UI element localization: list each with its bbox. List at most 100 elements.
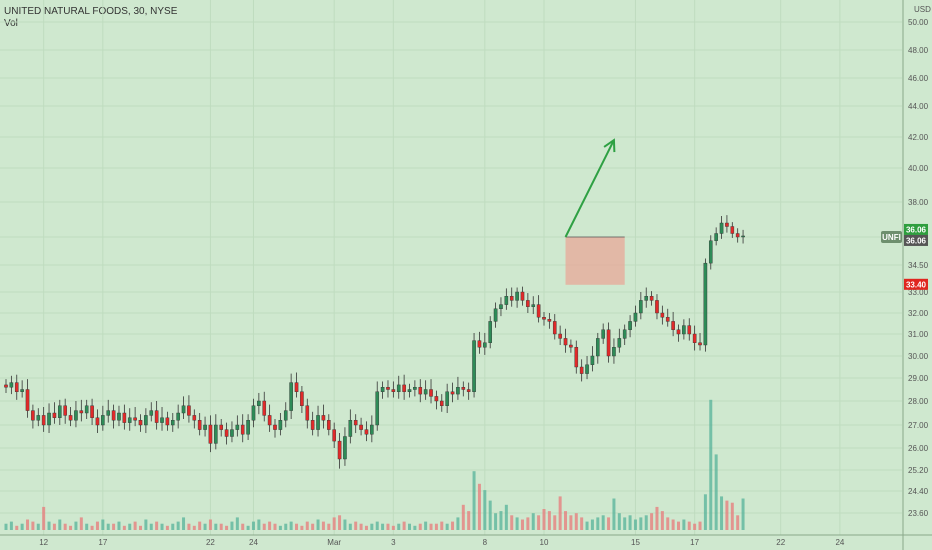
volume-bar	[467, 511, 471, 530]
volume-bar	[547, 511, 551, 530]
candle-body	[294, 382, 299, 393]
candle-body	[4, 384, 8, 388]
volume-bar	[246, 525, 250, 530]
candle-body	[111, 410, 116, 421]
volume-bar	[241, 523, 245, 530]
candle-body	[665, 317, 670, 322]
volume-bar	[741, 498, 745, 530]
candle-body	[628, 321, 632, 330]
candle-body	[456, 387, 460, 395]
volume-bar	[128, 523, 132, 530]
candle-body	[450, 391, 455, 395]
volume-bar	[262, 523, 266, 530]
x-tick-label: 15	[631, 538, 640, 547]
volume-bar	[434, 523, 438, 530]
volume-bar	[381, 523, 385, 530]
volume-indicator-label[interactable]: Vol	[4, 18, 18, 29]
y-tick-label: 26.00	[908, 444, 929, 453]
volume-bar	[580, 517, 584, 530]
volume-bar	[122, 525, 126, 530]
candle-body	[660, 312, 665, 318]
volume-bar	[730, 502, 734, 530]
volume-bar	[311, 523, 315, 530]
price-tag: 36.06	[904, 223, 928, 235]
candle-body	[58, 405, 62, 418]
volume-bar	[397, 523, 401, 530]
y-tick-label: 28.00	[908, 397, 929, 406]
volume-bar	[187, 523, 191, 530]
candle-body	[208, 424, 213, 444]
volume-bar	[510, 515, 514, 530]
candle-body	[197, 420, 202, 430]
candle-body	[429, 389, 433, 397]
volume-bar	[655, 506, 659, 530]
volume-bar	[682, 519, 686, 530]
candle-body	[601, 329, 605, 339]
candle-body	[579, 366, 584, 374]
y-tick-label: 30.00	[908, 352, 929, 361]
volume-bar	[327, 523, 331, 530]
volume-bar	[504, 504, 508, 530]
price-tag-label: 36.06	[906, 236, 927, 245]
y-tick-label: 46.00	[908, 74, 929, 83]
y-tick-label: 29.00	[908, 374, 929, 383]
volume-bar	[445, 523, 449, 530]
volume-bar	[671, 519, 675, 530]
candle-body	[246, 420, 250, 435]
candle-body	[305, 405, 310, 421]
candle-body	[655, 300, 659, 314]
volume-bar	[15, 525, 19, 530]
candle-body	[117, 412, 121, 421]
y-tick-label: 42.00	[908, 133, 929, 142]
candle-body	[149, 410, 154, 416]
candle-body	[68, 415, 73, 421]
candle-body	[461, 387, 466, 390]
candle-body	[84, 405, 89, 414]
candle-body	[617, 338, 622, 348]
volume-bar	[4, 523, 8, 530]
candle-body	[52, 412, 57, 418]
volume-bar	[316, 519, 320, 530]
volume-bar	[117, 521, 121, 530]
candle-body	[466, 389, 471, 392]
volume-bar	[526, 517, 530, 530]
candle-body	[542, 317, 546, 320]
volume-bar	[391, 525, 395, 530]
volume-bar	[203, 523, 207, 530]
volume-bar	[133, 521, 137, 530]
x-tick-label: 24	[835, 538, 844, 547]
candle-body	[380, 387, 385, 393]
candle-body	[574, 347, 579, 368]
volume-bar	[52, 523, 56, 530]
volume-bar	[477, 483, 481, 530]
x-tick-label: 8	[483, 538, 488, 547]
candle-body	[289, 382, 293, 411]
projection-arrow	[564, 139, 615, 238]
volume-bar	[650, 513, 654, 530]
y-tick-label: 34.50	[908, 261, 929, 270]
symbol-title[interactable]: UNITED NATURAL FOODS, 30, NYSE	[4, 6, 178, 17]
volume-bar	[488, 500, 492, 530]
volume-bar	[95, 521, 99, 530]
candle-body	[25, 389, 30, 411]
volume-bar	[456, 517, 460, 530]
candle-body	[20, 389, 24, 392]
volume-bar	[182, 517, 186, 530]
volume-bar	[90, 525, 94, 530]
candle-body	[192, 415, 197, 421]
volume-bar	[295, 523, 299, 530]
volume-bar	[268, 521, 272, 530]
candle-body	[671, 321, 675, 330]
volume-bar	[720, 496, 724, 530]
volume-bar	[36, 523, 40, 530]
y-tick-label: 33.00	[908, 288, 929, 297]
symbol-tag: UNFI	[881, 231, 902, 243]
x-tick-label: 10	[540, 538, 549, 547]
volume-bar	[418, 523, 422, 530]
candle-body	[240, 424, 245, 435]
x-tick-label: 22	[206, 538, 215, 547]
candle-body	[343, 436, 347, 460]
candle-body	[267, 415, 272, 426]
candle-body	[714, 233, 718, 241]
